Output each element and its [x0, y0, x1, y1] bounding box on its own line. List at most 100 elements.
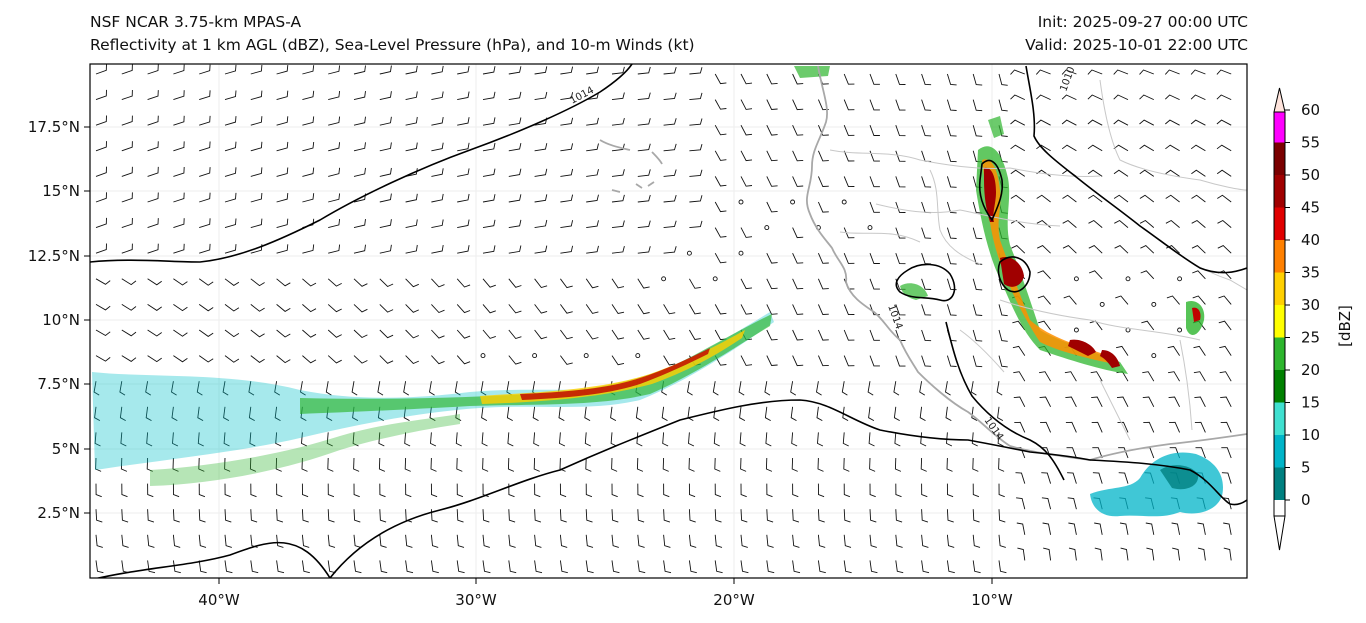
wind-barb	[199, 90, 211, 101]
wind-barb	[482, 91, 496, 101]
wind-barb	[507, 457, 515, 472]
wind-barb	[95, 483, 102, 498]
wind-barb	[276, 218, 289, 229]
wind-barb	[456, 278, 471, 288]
wind-barb	[95, 355, 111, 362]
wind-barb	[456, 329, 471, 339]
wind-barb	[353, 329, 368, 339]
wind-barb	[119, 406, 126, 421]
colorbar-segment	[1274, 337, 1285, 370]
wind-barb	[1115, 295, 1129, 305]
wind-barb	[1145, 522, 1155, 535]
wind-barb	[921, 355, 932, 367]
wind-barb	[250, 355, 265, 363]
wind-barb	[921, 509, 929, 523]
wind-barb	[223, 406, 230, 421]
wind-barb	[586, 245, 599, 254]
wind-barb	[199, 243, 211, 254]
wind-barb	[1088, 219, 1103, 228]
wind-barb	[147, 483, 154, 498]
wind-barb	[508, 194, 522, 203]
wind-barb	[611, 534, 619, 548]
wind-barb	[250, 218, 263, 229]
wind-barb	[894, 432, 901, 447]
wind-barb	[1166, 295, 1180, 305]
wind-barb	[379, 142, 392, 152]
wind-barb	[714, 560, 723, 574]
wind-barb	[403, 406, 410, 421]
wind-barb	[405, 193, 418, 203]
wind-barb	[689, 92, 703, 101]
wind-barb	[431, 91, 444, 101]
wind-barb	[1064, 371, 1077, 382]
wind-barb	[764, 406, 771, 421]
wind-barb	[663, 66, 677, 75]
wind-barb	[457, 193, 470, 203]
map-area[interactable]	[90, 64, 1247, 578]
wind-barb	[946, 483, 954, 498]
wind-barb	[302, 116, 315, 126]
wind-barb	[430, 457, 437, 472]
wind-barb	[508, 245, 522, 254]
wind-barb	[740, 457, 747, 472]
wind-barb	[919, 381, 926, 396]
wind-barb	[972, 73, 983, 86]
wind-barb	[431, 278, 445, 288]
wind-barb	[1016, 522, 1026, 535]
wind-barb	[431, 65, 444, 75]
wind-barb	[353, 65, 366, 75]
wind-barb	[740, 509, 748, 523]
wind-barb	[611, 278, 625, 289]
wind-barb	[1220, 396, 1232, 408]
wind-barb	[1142, 396, 1155, 408]
wind-barb	[869, 253, 880, 264]
wind-barb	[1143, 421, 1155, 433]
wind-barb	[276, 534, 284, 548]
wind-barb	[353, 304, 368, 313]
wind-barb	[353, 142, 366, 152]
colorbar-segment	[1274, 240, 1285, 273]
wind-barb	[95, 278, 111, 285]
wind-barb	[1217, 245, 1232, 254]
wind-barb	[249, 457, 257, 472]
wind-barb	[171, 406, 178, 421]
wind-barb	[147, 218, 159, 229]
wind-barb	[817, 509, 825, 523]
wind-barb	[534, 91, 548, 101]
wind-barb	[1087, 144, 1103, 152]
wind-barb	[248, 406, 255, 421]
wind-barb	[430, 483, 438, 498]
wind-barb	[1120, 547, 1129, 561]
colorbar-tick-label: 0	[1301, 491, 1311, 509]
lon-tick-label: 20°W	[713, 591, 755, 609]
wind-barb	[586, 92, 599, 101]
wind-barb	[663, 534, 671, 548]
wind-barb	[95, 64, 107, 75]
wind-barb	[121, 483, 128, 498]
wind-barb	[559, 534, 568, 548]
wind-barb	[457, 65, 470, 75]
wind-barb	[972, 457, 979, 472]
lat-tick-label: 7.5°N	[37, 375, 80, 393]
wind-barb	[250, 278, 265, 287]
wind-barb	[843, 457, 850, 472]
wind-barb	[1165, 119, 1180, 126]
wind-barb	[482, 560, 491, 574]
wind-barb	[637, 118, 651, 126]
wind-barb	[637, 329, 650, 340]
wind-barb	[1165, 144, 1180, 152]
wind-barb	[792, 125, 804, 136]
wind-barb	[817, 355, 829, 367]
wind-barb	[1061, 69, 1077, 75]
wind-barb	[586, 194, 599, 203]
wind-barb	[119, 381, 126, 396]
wind-barb	[585, 278, 599, 289]
wind-barb	[1061, 144, 1077, 152]
wind-barb	[663, 355, 676, 366]
wind-barb	[95, 217, 107, 229]
wind-barb	[712, 381, 719, 396]
wind-barb	[95, 509, 103, 523]
wind-barb	[302, 141, 315, 152]
wind-barb	[431, 355, 445, 365]
wind-barb	[921, 125, 932, 137]
